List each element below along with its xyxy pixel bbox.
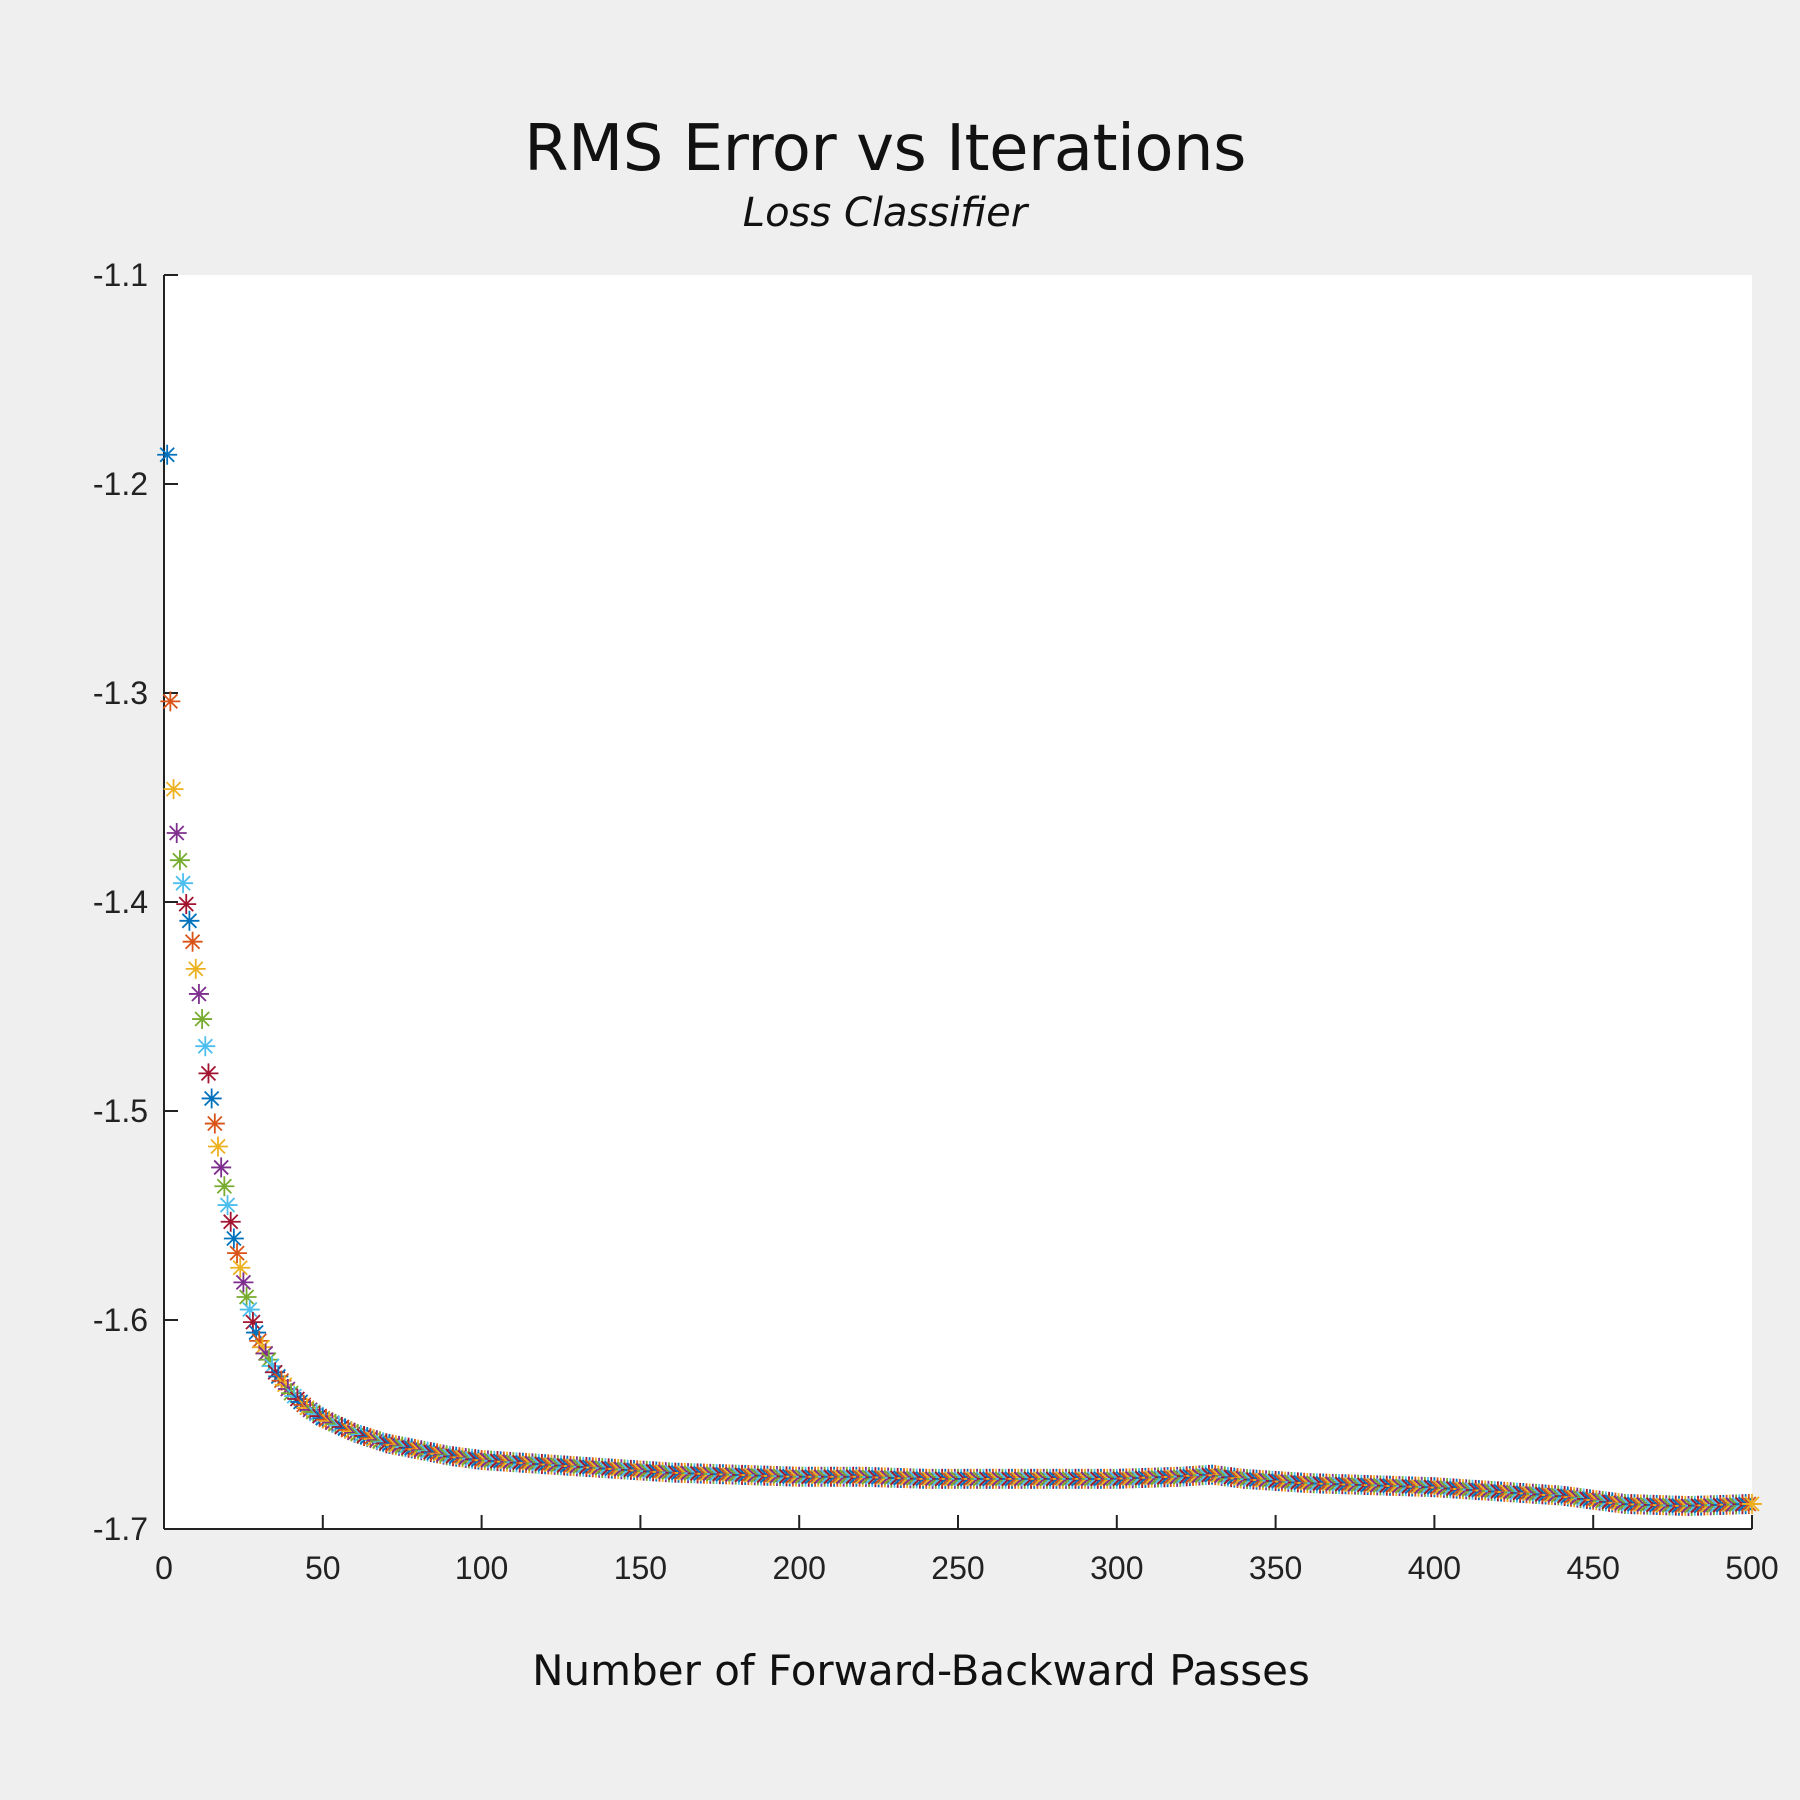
y-axis: -1.1 -1.2 -1.3 -1.4 -1.5 -1.6 -1.7 xyxy=(93,257,178,1547)
y-tick-label: -1.2 xyxy=(93,466,148,502)
data-point xyxy=(1742,1493,1762,1514)
x-tick-label: 200 xyxy=(773,1550,826,1586)
data-point xyxy=(198,1063,219,1084)
x-tick-label: 50 xyxy=(305,1550,341,1586)
y-tick-label: -1.1 xyxy=(93,257,148,293)
x-tick-label: 100 xyxy=(455,1550,508,1586)
data-point xyxy=(207,1136,228,1157)
y-tick-label: -1.6 xyxy=(93,1302,148,1338)
chart-subtitle: Loss Classifier xyxy=(742,190,1028,236)
data-point xyxy=(214,1176,235,1197)
data-point xyxy=(373,1432,394,1453)
data-point xyxy=(201,1088,222,1109)
data-point xyxy=(192,1009,213,1030)
data-point xyxy=(185,958,206,979)
x-tick-label: 450 xyxy=(1567,1550,1620,1586)
data-point xyxy=(233,1272,254,1293)
x-tick-label: 300 xyxy=(1090,1550,1143,1586)
x-axis: 0 50 100 150 200 250 300 350 400 450 500 xyxy=(155,1515,1779,1586)
data-point xyxy=(188,983,209,1004)
data-point xyxy=(220,1211,241,1232)
data-point xyxy=(166,823,187,844)
data-point xyxy=(246,1322,267,1343)
data-point xyxy=(173,873,194,894)
y-tick-label: -1.7 xyxy=(93,1511,148,1547)
data-point xyxy=(160,691,181,712)
data-point xyxy=(217,1195,238,1216)
y-tick-label: -1.5 xyxy=(93,1093,148,1129)
x-tick-label: 250 xyxy=(931,1550,984,1586)
y-tick-label: -1.4 xyxy=(93,884,148,920)
data-point xyxy=(239,1299,260,1320)
data-point xyxy=(169,850,190,871)
data-point xyxy=(163,779,184,800)
x-tick-label: 0 xyxy=(155,1550,173,1586)
data-point xyxy=(179,910,200,931)
chart-title: RMS Error vs Iterations xyxy=(524,112,1246,186)
data-point xyxy=(227,1243,248,1264)
data-point xyxy=(195,1036,216,1057)
x-tick-label: 500 xyxy=(1725,1550,1778,1586)
x-tick-label: 400 xyxy=(1408,1550,1461,1586)
x-tick-label: 350 xyxy=(1249,1550,1302,1586)
x-tick-label: 150 xyxy=(614,1550,667,1586)
data-point xyxy=(223,1228,244,1249)
data-point xyxy=(211,1157,232,1178)
data-point xyxy=(242,1312,263,1333)
data-point xyxy=(236,1287,257,1308)
plot-area xyxy=(164,275,1752,1529)
y-tick-label: -1.3 xyxy=(93,675,148,711)
x-axis-label: Number of Forward-Backward Passes xyxy=(532,1646,1310,1695)
data-point xyxy=(157,444,178,465)
data-point xyxy=(230,1257,251,1278)
data-point xyxy=(176,894,197,915)
data-points xyxy=(157,444,1762,1517)
data-point xyxy=(182,931,203,952)
data-point xyxy=(204,1113,225,1134)
